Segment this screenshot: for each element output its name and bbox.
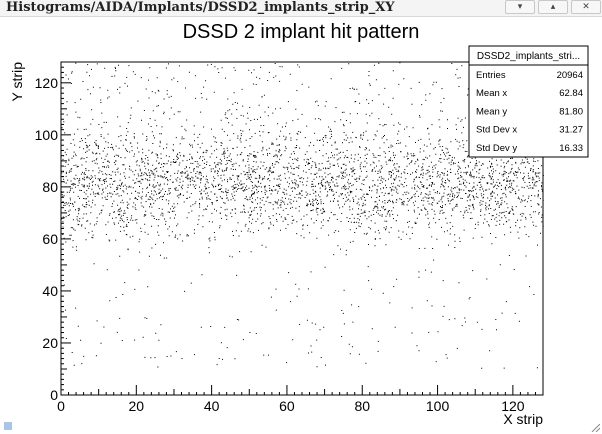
stats-row-label: Std Dev x bbox=[476, 125, 517, 136]
x-tick-label: 60 bbox=[279, 398, 295, 414]
x-tick-label: 0 bbox=[57, 398, 65, 414]
close-button[interactable]: ✕ bbox=[571, 0, 601, 14]
stats-row-value: 31.27 bbox=[559, 125, 583, 136]
x-tick-label: 20 bbox=[129, 398, 145, 414]
resize-grip[interactable] bbox=[4, 422, 12, 430]
x-axis-label: X strip bbox=[503, 411, 543, 427]
scatter-points bbox=[61, 62, 544, 369]
y-tick-label: 60 bbox=[42, 231, 58, 247]
scatter-point-cloud bbox=[61, 62, 544, 369]
stats-box-title: DSSD2_implants_stri... bbox=[477, 51, 580, 62]
stats-row-label: Entries bbox=[476, 70, 506, 81]
x-tick-label: 80 bbox=[354, 398, 370, 414]
corner-resize-icon[interactable] bbox=[590, 424, 600, 432]
x-tick-label: 40 bbox=[204, 398, 220, 414]
y-tick-label: 20 bbox=[42, 335, 58, 351]
window-titlebar[interactable]: Histograms/AIDA/Implants/DSSD2_implants_… bbox=[0, 0, 602, 17]
window-title: Histograms/AIDA/Implants/DSSD2_implants_… bbox=[6, 0, 395, 15]
stats-box-frame bbox=[468, 45, 589, 158]
x-axis: 0 20 40 60 80 100 120 bbox=[57, 385, 544, 414]
stats-row-value: 16.33 bbox=[559, 143, 583, 154]
stats-row-label: Mean x bbox=[476, 88, 507, 99]
y-axis: 0 20 40 60 80 100 120 bbox=[35, 61, 71, 403]
y-tick-label: 0 bbox=[50, 387, 58, 403]
y-tick-label: 100 bbox=[35, 127, 59, 143]
y-tick-label: 120 bbox=[35, 75, 59, 91]
minimize-button[interactable]: ▾ bbox=[505, 0, 535, 14]
y-tick-label: 80 bbox=[42, 179, 58, 195]
stats-rows: Entries 20964 Mean x 62.84 Mean y 81.80 Std De… bbox=[476, 70, 583, 154]
x-tick-label: 100 bbox=[426, 398, 450, 414]
y-axis-label: Y strip bbox=[9, 62, 25, 102]
chart-title: DSSD 2 implant hit pattern bbox=[183, 21, 420, 43]
stats-row-value: 81.80 bbox=[559, 106, 583, 117]
maximize-button[interactable]: ▴ bbox=[538, 0, 568, 14]
stats-box[interactable]: DSSD2_implants_stri... Entries 20964 Mean … bbox=[468, 45, 589, 158]
stats-row-value: 62.84 bbox=[559, 88, 583, 99]
y-tick-label: 40 bbox=[42, 283, 58, 299]
stats-row-label: Mean y bbox=[476, 106, 507, 117]
stats-row-value: 20964 bbox=[557, 70, 583, 81]
stats-row-label: Std Dev y bbox=[476, 143, 517, 154]
x-tick-label: 120 bbox=[501, 398, 525, 414]
